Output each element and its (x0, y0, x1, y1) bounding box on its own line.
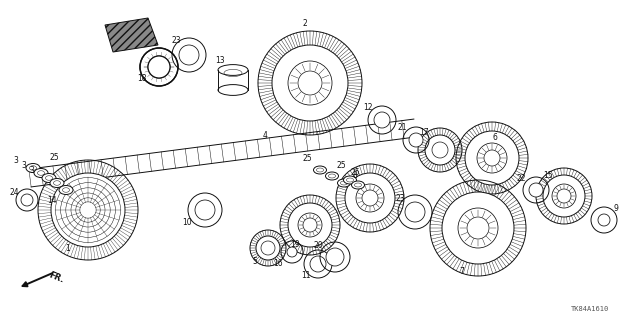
Text: 1: 1 (66, 244, 70, 252)
Ellipse shape (179, 45, 199, 65)
Text: 8: 8 (353, 171, 357, 180)
Text: 15: 15 (543, 171, 553, 180)
Text: 23: 23 (171, 36, 181, 44)
Text: 10: 10 (182, 218, 192, 227)
Ellipse shape (34, 169, 48, 178)
Ellipse shape (256, 236, 280, 260)
Text: 25: 25 (350, 167, 360, 177)
Ellipse shape (543, 175, 585, 217)
Ellipse shape (337, 179, 351, 187)
Text: 25: 25 (302, 154, 312, 163)
Ellipse shape (287, 247, 297, 257)
Text: FR.: FR. (48, 271, 66, 285)
Text: 3: 3 (29, 165, 35, 174)
Ellipse shape (42, 173, 56, 182)
Text: 18: 18 (137, 74, 147, 83)
Ellipse shape (467, 217, 489, 239)
Text: 7: 7 (460, 268, 465, 276)
Ellipse shape (345, 173, 395, 223)
Ellipse shape (465, 131, 519, 185)
Ellipse shape (362, 190, 378, 206)
Ellipse shape (218, 65, 248, 76)
Text: 14: 14 (47, 196, 57, 204)
Polygon shape (105, 18, 158, 52)
Ellipse shape (195, 200, 215, 220)
Text: 23: 23 (395, 194, 405, 203)
Text: 11: 11 (301, 271, 311, 281)
Text: 25: 25 (336, 161, 346, 170)
Ellipse shape (442, 192, 514, 264)
Ellipse shape (374, 112, 390, 128)
Text: 17: 17 (419, 127, 429, 137)
Ellipse shape (484, 150, 500, 166)
Ellipse shape (59, 186, 73, 195)
Ellipse shape (425, 135, 455, 165)
Text: 19: 19 (290, 239, 300, 249)
Ellipse shape (50, 179, 64, 188)
Ellipse shape (148, 56, 170, 78)
Text: 9: 9 (614, 204, 618, 212)
Text: 22: 22 (516, 173, 525, 182)
Ellipse shape (351, 181, 365, 189)
Ellipse shape (218, 84, 248, 95)
Text: 2: 2 (303, 19, 307, 28)
Text: 12: 12 (364, 102, 372, 111)
Text: 4: 4 (262, 131, 268, 140)
Ellipse shape (298, 71, 322, 95)
Text: 24: 24 (9, 188, 19, 196)
Ellipse shape (405, 202, 425, 222)
Ellipse shape (409, 133, 423, 147)
Ellipse shape (314, 166, 326, 174)
Text: 25: 25 (49, 153, 59, 162)
Text: 16: 16 (273, 259, 283, 268)
Ellipse shape (326, 248, 344, 266)
Ellipse shape (21, 194, 33, 206)
Ellipse shape (288, 203, 332, 247)
Ellipse shape (598, 214, 610, 226)
Text: 3: 3 (22, 161, 26, 170)
Ellipse shape (26, 164, 40, 172)
Text: 5: 5 (253, 258, 257, 267)
Ellipse shape (326, 172, 339, 180)
Ellipse shape (344, 176, 356, 184)
Ellipse shape (557, 189, 571, 203)
Ellipse shape (529, 183, 543, 197)
Text: 3: 3 (13, 156, 19, 164)
Text: TK84A1610: TK84A1610 (571, 306, 609, 312)
Ellipse shape (272, 45, 348, 121)
Ellipse shape (148, 56, 170, 78)
Text: 6: 6 (493, 132, 497, 141)
Text: 21: 21 (397, 123, 407, 132)
Ellipse shape (303, 218, 317, 232)
Text: 13: 13 (215, 55, 225, 65)
Ellipse shape (51, 173, 125, 247)
Ellipse shape (310, 256, 326, 272)
Text: 20: 20 (313, 241, 323, 250)
